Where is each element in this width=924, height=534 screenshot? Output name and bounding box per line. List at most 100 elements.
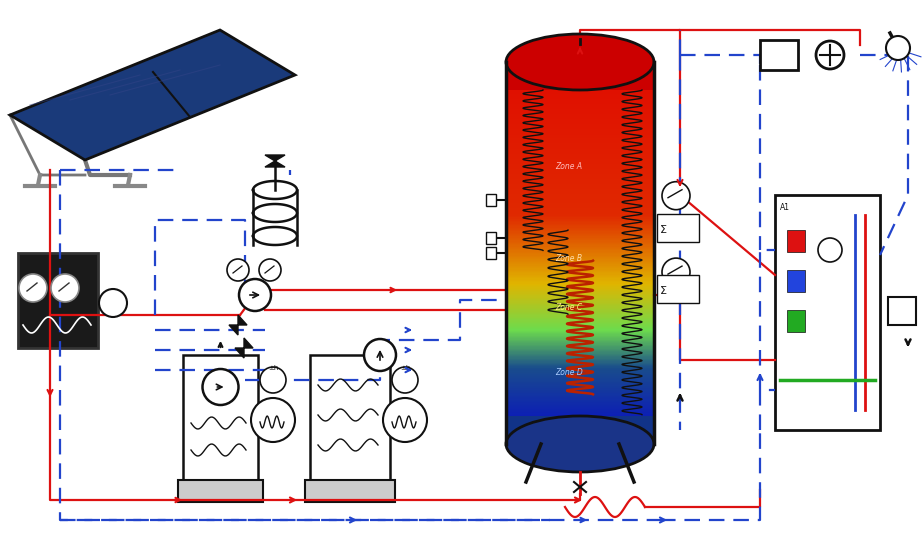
Bar	[506, 221, 654, 223]
Bar	[506, 224, 654, 225]
Text: Zone B: Zone B	[555, 254, 582, 263]
Bar	[506, 188, 654, 190]
Bar	[506, 398, 654, 400]
Bar	[506, 128, 654, 130]
Bar	[506, 311, 654, 313]
Circle shape	[886, 36, 910, 60]
Bar	[506, 127, 654, 129]
Polygon shape	[235, 338, 253, 358]
Bar	[506, 383, 654, 384]
Bar	[506, 261, 654, 262]
Circle shape	[251, 398, 295, 442]
Bar	[506, 359, 654, 360]
Bar	[506, 310, 654, 312]
Bar	[506, 235, 654, 237]
Bar	[506, 66, 654, 68]
Bar	[506, 156, 654, 158]
Bar	[506, 147, 654, 149]
Bar	[506, 168, 654, 169]
Bar	[506, 164, 654, 166]
Bar	[506, 122, 654, 123]
Bar	[506, 301, 654, 303]
Bar	[506, 304, 654, 305]
Bar	[506, 320, 654, 322]
Bar	[506, 365, 654, 367]
Bar	[506, 276, 654, 278]
Bar	[506, 201, 654, 202]
Bar	[506, 113, 654, 115]
Circle shape	[816, 41, 844, 69]
Circle shape	[227, 259, 249, 281]
Bar	[506, 264, 654, 266]
Bar	[506, 426, 654, 428]
Bar	[506, 343, 654, 345]
Bar	[506, 431, 654, 433]
Bar	[506, 74, 654, 75]
Bar	[506, 249, 654, 251]
Bar	[506, 208, 654, 210]
Text: Zone A: Zone A	[555, 162, 582, 171]
Circle shape	[260, 367, 286, 393]
Bar	[18, 253, 98, 348]
Bar	[506, 294, 654, 295]
Bar	[506, 173, 654, 175]
Circle shape	[662, 182, 690, 210]
Bar	[506, 197, 654, 199]
Bar	[506, 212, 654, 214]
Bar	[506, 77, 654, 79]
Bar	[506, 137, 654, 139]
Bar	[506, 238, 654, 239]
Bar	[506, 407, 654, 409]
Bar	[506, 290, 654, 292]
Bar	[506, 374, 654, 376]
Bar	[506, 307, 654, 308]
Bar	[506, 281, 654, 283]
Bar	[506, 285, 654, 287]
Bar	[506, 129, 654, 131]
Bar	[657, 276, 699, 303]
Bar	[506, 328, 654, 330]
Bar	[506, 309, 654, 311]
Bar	[506, 380, 654, 382]
Bar	[506, 273, 654, 275]
Bar	[506, 92, 654, 95]
Bar	[506, 101, 654, 103]
Bar	[506, 367, 654, 370]
Bar	[506, 82, 654, 84]
Bar	[506, 436, 654, 438]
Bar	[506, 339, 654, 340]
Bar	[506, 394, 654, 396]
Bar	[506, 355, 654, 357]
Bar	[506, 240, 654, 242]
Bar	[506, 158, 654, 159]
Bar	[506, 160, 654, 162]
Bar	[506, 81, 654, 83]
Bar	[506, 439, 654, 441]
Bar	[506, 403, 654, 405]
Bar	[506, 415, 654, 417]
Bar	[506, 174, 654, 176]
Bar	[506, 108, 654, 109]
Bar	[506, 410, 654, 411]
Bar	[506, 207, 654, 209]
Bar	[506, 392, 654, 394]
Bar	[506, 94, 654, 96]
Bar	[506, 346, 654, 348]
Bar	[506, 272, 654, 274]
Bar	[506, 417, 654, 419]
Bar	[506, 252, 654, 254]
Bar	[506, 138, 654, 140]
Bar	[506, 214, 654, 215]
Bar	[506, 316, 654, 317]
Bar	[506, 357, 654, 359]
Bar	[506, 344, 654, 347]
Bar	[506, 175, 654, 177]
Bar	[506, 429, 654, 430]
Bar	[506, 326, 654, 327]
Bar	[506, 151, 654, 153]
Bar	[486, 247, 496, 259]
Circle shape	[364, 339, 396, 371]
Bar	[506, 170, 654, 172]
Bar	[506, 370, 654, 372]
Bar	[506, 305, 654, 307]
